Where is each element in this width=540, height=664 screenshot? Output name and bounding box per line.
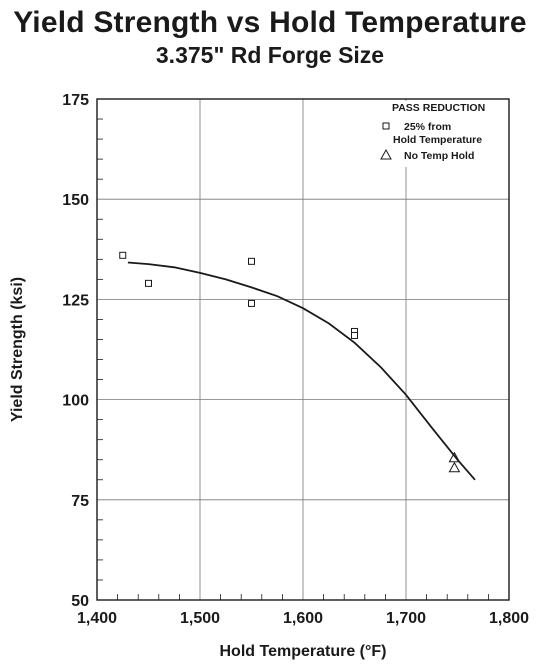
y-tick-label: 175 [62,92,89,109]
legend-entry-25pct-line1: 25% from [404,121,451,133]
y-tick-label: 100 [62,393,89,410]
legend-triangle-marker [380,148,392,160]
data-point-triangle [448,461,461,473]
y-tick-label: 50 [71,593,89,610]
legend-entry-no-temp-hold: No Temp Hold [404,150,474,162]
plot-frame [96,98,510,601]
legend-entry-25pct-line2: Hold Temperature [393,134,482,146]
data-points [119,251,461,473]
x-tick-label: 1,400 [77,610,117,627]
chart-subtitle: 3.375" Rd Forge Size [155,42,385,68]
gridlines [96,98,510,601]
chart-title: Yield Strength vs Hold Temperature [13,6,527,39]
minor-ticks [97,118,489,600]
data-point-square [248,257,255,265]
data-point-square [145,279,152,287]
legend-square-marker [382,122,390,130]
legend-title: PASS REDUCTION [392,102,485,114]
x-tick-label: 1,600 [283,610,323,627]
y-tick-label: 75 [71,493,89,510]
legend: PASS REDUCTION 25% from Hold Temperature… [372,101,507,167]
x-tick-label: 1,700 [386,610,426,627]
y-tick-label: 150 [62,192,89,209]
data-point-square [119,251,127,259]
data-point-square [248,299,255,307]
x-tick-label: 1,800 [489,610,529,627]
legend-box [372,101,507,167]
tick-labels: 1,400 1,500 1,600 1,700 1,800 50 75 100 125 150 17… [62,92,529,627]
y-axis-label: Yield Strength (ksi) [9,277,26,422]
x-tick-label: 1,500 [180,610,220,627]
data-point-square [351,331,358,339]
y-tick-label: 125 [62,292,89,309]
x-axis-label: Hold Temperature (°F) [220,643,387,660]
trend-line [127,261,476,481]
